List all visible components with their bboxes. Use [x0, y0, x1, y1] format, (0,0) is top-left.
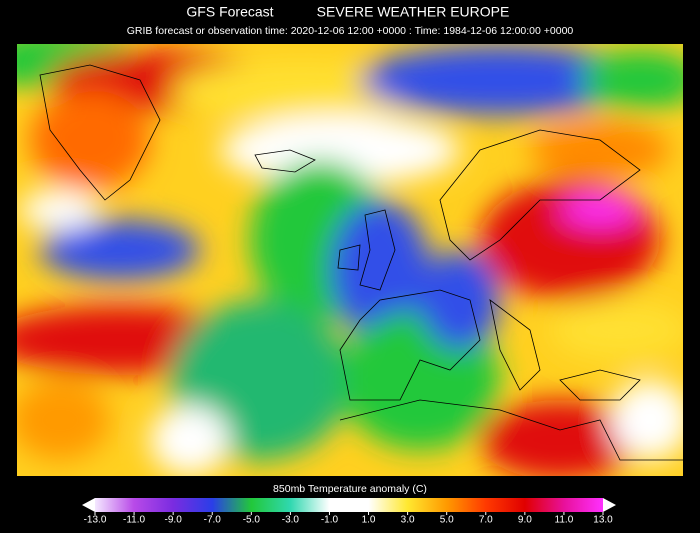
- colorbar-tick-label: 5.0: [440, 515, 454, 526]
- colorbar-tick-label: -5.0: [243, 515, 261, 526]
- colorbar-tick-label: -9.0: [165, 515, 183, 526]
- colorbar-tick-label: 7.0: [479, 515, 493, 526]
- colorbar-arrow-right: [603, 498, 616, 512]
- title-left: GFS Forecast: [186, 4, 273, 20]
- colorbar-tick-label: -11.0: [123, 515, 145, 526]
- colorbar-tick-label: 9.0: [518, 515, 532, 526]
- colorbar-scale: [95, 498, 603, 512]
- colorbar-tick-label: -13.0: [84, 515, 107, 526]
- colorbar-tick-label: -3.0: [282, 515, 300, 526]
- subtitle: GRIB forecast or observation time: 2020-…: [127, 25, 574, 37]
- colorbar-tick-label: 11.0: [555, 515, 574, 526]
- colorbar-tick-label: 3.0: [401, 515, 415, 526]
- colorbar-tick-label: -7.0: [204, 515, 222, 526]
- colorbar-label: 850mb Temperature anomaly (C): [273, 483, 427, 495]
- colorbar-arrow-left: [82, 498, 95, 512]
- coastlines: [39, 64, 683, 461]
- colorbar-tick-label: -1.0: [321, 515, 339, 526]
- temperature-field: [17, 44, 683, 476]
- title-right: SEVERE WEATHER EUROPE: [317, 4, 510, 20]
- colorbar-tick-label: 13.0: [593, 515, 613, 526]
- colorbar: 850mb Temperature anomaly (C) -13.0 -11.0…: [82, 483, 616, 526]
- colorbar-tick-label: 1.0: [362, 515, 376, 526]
